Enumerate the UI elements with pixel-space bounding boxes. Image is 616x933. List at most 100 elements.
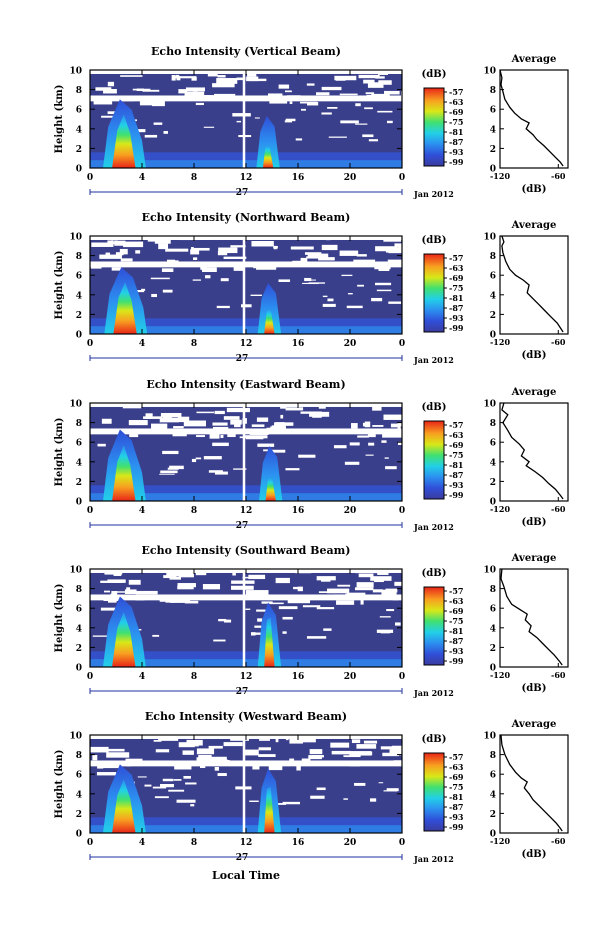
noise-gap xyxy=(152,634,160,637)
panel-2: Echo Intensity (Eastward Beam) 0 2 4 6 8 10 0 4 8… xyxy=(54,378,569,532)
noise-gap xyxy=(363,760,371,766)
noise-gap xyxy=(247,73,257,77)
x-tick-label: 8 xyxy=(191,838,197,848)
y-tick-label: 2 xyxy=(76,810,82,820)
noise-gap xyxy=(126,763,132,767)
noise-gap xyxy=(395,622,401,626)
noise-gap xyxy=(339,93,358,96)
panel-3: Echo Intensity (Southward Beam) 0 2 4 6 8 10 0 4… xyxy=(54,544,569,698)
noise-gap xyxy=(364,107,373,110)
colorbar-tick-label: -63 xyxy=(449,762,464,772)
noise-gap xyxy=(394,581,402,586)
noise-gap xyxy=(135,590,158,595)
profile-frame xyxy=(499,568,569,668)
noise-gap xyxy=(209,433,220,439)
noise-gap xyxy=(153,739,162,742)
noise-gap xyxy=(183,775,191,779)
noise-gap xyxy=(268,93,283,98)
noise-gap xyxy=(245,608,251,610)
noise-gap xyxy=(232,113,251,117)
noise-gap xyxy=(191,76,197,81)
colorbar-unit: (dB) xyxy=(422,69,447,80)
profile-x-label: (dB) xyxy=(522,184,547,195)
noise-gap xyxy=(284,120,292,123)
noise-gap xyxy=(151,293,157,298)
noise-gap xyxy=(151,100,165,107)
noise-gap xyxy=(200,266,207,270)
colorbar-tick-label: -93 xyxy=(449,812,464,822)
y-tick-label: 0 xyxy=(76,664,82,674)
noise-gap xyxy=(162,450,179,455)
noise-gap xyxy=(197,730,212,737)
noise-gap xyxy=(270,426,287,432)
noise-gap xyxy=(259,739,270,741)
noise-gap xyxy=(200,763,206,769)
noise-gap xyxy=(354,782,366,786)
colorbar-tick-label: -75 xyxy=(449,616,463,626)
profile-x-tick-label: -120 xyxy=(490,504,510,514)
profile-y-tick-label: 8 xyxy=(490,751,496,761)
noise-gap xyxy=(384,90,400,95)
noise-gap xyxy=(208,470,223,473)
colorbar-tick-label: -93 xyxy=(449,646,464,656)
noise-gap xyxy=(360,599,364,605)
noise-gap xyxy=(379,616,391,618)
noise-gap xyxy=(316,607,335,610)
noise-gap xyxy=(154,239,171,244)
noise-gap xyxy=(336,600,355,605)
noise-gap xyxy=(392,594,399,601)
noise-gap xyxy=(348,293,353,295)
noise-gap xyxy=(390,423,398,428)
noise-gap xyxy=(256,266,277,270)
noise-gap xyxy=(333,594,355,598)
noise-gap xyxy=(285,407,304,411)
noise-gap xyxy=(245,590,269,596)
noise-gap xyxy=(159,473,175,475)
date-label: Jan 2012 xyxy=(413,189,454,199)
second-echo-core xyxy=(264,309,275,334)
noise-gap xyxy=(178,89,188,94)
profile-line xyxy=(500,734,563,832)
noise-gap xyxy=(223,416,240,420)
x-tick-label: 20 xyxy=(344,506,357,516)
noise-gap xyxy=(273,262,282,266)
colorbar-tick-label: -57 xyxy=(449,87,463,97)
x-tick-label: 0 xyxy=(399,838,405,848)
noise-gap xyxy=(282,801,301,805)
noise-gap xyxy=(144,428,153,432)
colorbar-tick-label: -69 xyxy=(449,440,464,450)
colorbar-tick-label: -81 xyxy=(449,460,463,470)
noise-gap xyxy=(104,590,111,593)
second-echo-core xyxy=(264,617,275,667)
noise-gap xyxy=(217,773,227,777)
noise-gap xyxy=(323,628,332,631)
noise-gap xyxy=(284,90,292,93)
noise-gap xyxy=(386,788,399,792)
colorbar-tick-label: -63 xyxy=(449,430,464,440)
second-echo-core xyxy=(262,145,274,168)
noise-gap xyxy=(125,758,143,761)
x-tick-label: 20 xyxy=(344,672,357,682)
noise-gap xyxy=(184,91,205,96)
noise-gap xyxy=(364,421,371,428)
panel-title: Echo Intensity (Eastward Beam) xyxy=(146,378,345,391)
noise-gap xyxy=(191,458,197,463)
noise-gap xyxy=(383,239,402,242)
noise-gap xyxy=(100,763,123,769)
noise-gap xyxy=(203,456,222,460)
profile-y-tick-label: 0 xyxy=(490,165,496,175)
y-tick-label: 8 xyxy=(76,585,82,595)
noise-gap xyxy=(172,432,187,437)
second-echo-outer xyxy=(256,116,280,168)
noise-gap xyxy=(169,465,184,470)
noise-gap xyxy=(346,592,366,597)
noise-gap xyxy=(293,586,302,590)
y-tick-label: 10 xyxy=(69,233,82,243)
noise-gap xyxy=(250,294,262,297)
profile-y-tick-label: 8 xyxy=(490,585,496,595)
x-tick-label: 4 xyxy=(139,506,145,516)
noise-gap xyxy=(274,245,277,250)
x-axis-label: Local Time xyxy=(212,869,280,882)
noise-gap xyxy=(92,754,98,761)
noise-gap xyxy=(377,110,393,113)
